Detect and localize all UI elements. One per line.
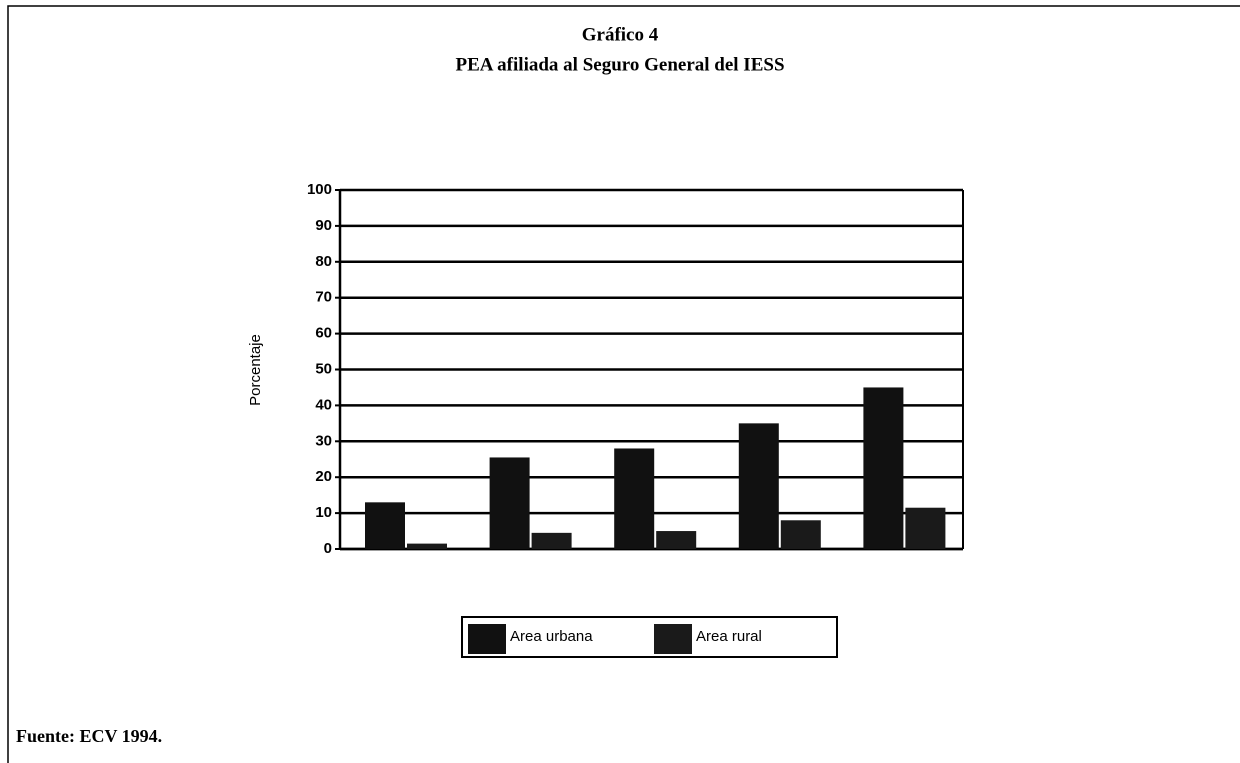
- y-tick-label: 80: [315, 253, 332, 270]
- y-tick-label: 40: [315, 396, 332, 413]
- y-tick-label: 90: [315, 217, 332, 234]
- bar: [407, 543, 447, 549]
- y-tick-label: 10: [315, 504, 332, 521]
- bar: [489, 457, 530, 549]
- page-frame: [7, 5, 1240, 763]
- bar: [656, 531, 697, 549]
- bar: [905, 507, 946, 549]
- y-tick-label: 70: [315, 289, 332, 306]
- legend-swatch: [654, 624, 692, 654]
- y-tick-label: 100: [307, 181, 332, 198]
- chart-subtitle: PEA afiliada al Seguro General del IESS: [455, 54, 784, 75]
- bar: [738, 423, 779, 549]
- legend-box: [461, 616, 838, 658]
- bar: [365, 502, 405, 549]
- y-tick-label: 20: [315, 468, 332, 485]
- bar: [780, 520, 821, 549]
- legend-label: Area urbana: [510, 628, 593, 645]
- y-tick-label: 60: [315, 325, 332, 342]
- chart-title: Gráfico 4: [582, 24, 659, 45]
- legend-swatch: [468, 624, 506, 654]
- source-note: Fuente: ECV 1994.: [16, 726, 162, 746]
- y-tick-label: 30: [315, 432, 332, 449]
- bar: [614, 448, 655, 549]
- bar: [863, 387, 904, 549]
- y-axis-label: Porcentaje: [247, 334, 264, 406]
- bar: [531, 532, 572, 549]
- y-tick-label: 0: [324, 540, 332, 557]
- y-tick-label: 50: [315, 360, 332, 377]
- legend-label: Area rural: [696, 628, 762, 645]
